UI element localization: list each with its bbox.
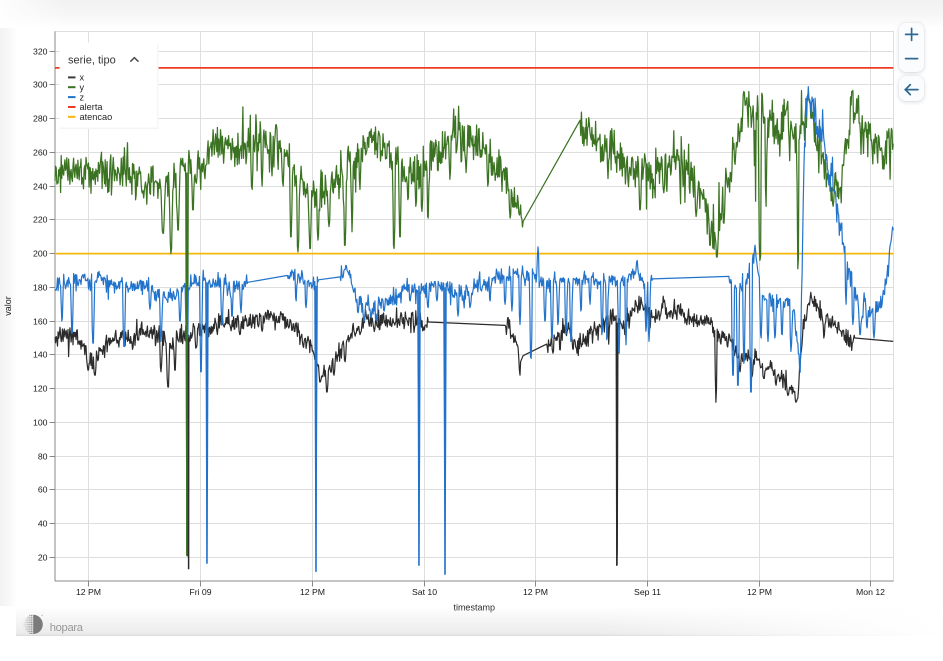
svg-text:hopara: hopara <box>50 622 84 634</box>
svg-text:160: 160 <box>33 317 48 327</box>
svg-text:80: 80 <box>38 452 48 462</box>
svg-text:60: 60 <box>38 485 48 495</box>
svg-text:Mon 12: Mon 12 <box>856 587 885 597</box>
svg-text:200: 200 <box>33 249 48 259</box>
svg-text:120: 120 <box>33 384 48 394</box>
svg-text:20: 20 <box>38 553 48 563</box>
svg-text:atencao: atencao <box>80 112 113 122</box>
svg-text:12 PM: 12 PM <box>76 587 101 597</box>
svg-text:Fri 09: Fri 09 <box>189 587 211 597</box>
svg-text:12 PM: 12 PM <box>523 587 548 597</box>
svg-text:260: 260 <box>33 148 48 158</box>
svg-text:240: 240 <box>33 182 48 192</box>
svg-text:x: x <box>80 73 85 83</box>
svg-text:serie, tipo: serie, tipo <box>68 54 116 66</box>
svg-text:12 PM: 12 PM <box>747 587 772 597</box>
svg-text:140: 140 <box>33 350 48 360</box>
svg-text:12 PM: 12 PM <box>300 587 325 597</box>
svg-text:40: 40 <box>38 519 48 529</box>
svg-text:100: 100 <box>33 418 48 428</box>
svg-text:300: 300 <box>33 80 48 90</box>
svg-text:y: y <box>80 83 85 93</box>
svg-text:Sep 11: Sep 11 <box>634 587 661 597</box>
svg-text:Sat 10: Sat 10 <box>412 587 437 597</box>
svg-text:280: 280 <box>33 114 48 124</box>
svg-text:220: 220 <box>33 215 48 225</box>
svg-text:valor: valor <box>3 296 13 316</box>
svg-text:z: z <box>80 92 85 102</box>
svg-text:320: 320 <box>33 47 48 57</box>
svg-text:alerta: alerta <box>80 102 104 112</box>
svg-text:180: 180 <box>33 283 48 293</box>
